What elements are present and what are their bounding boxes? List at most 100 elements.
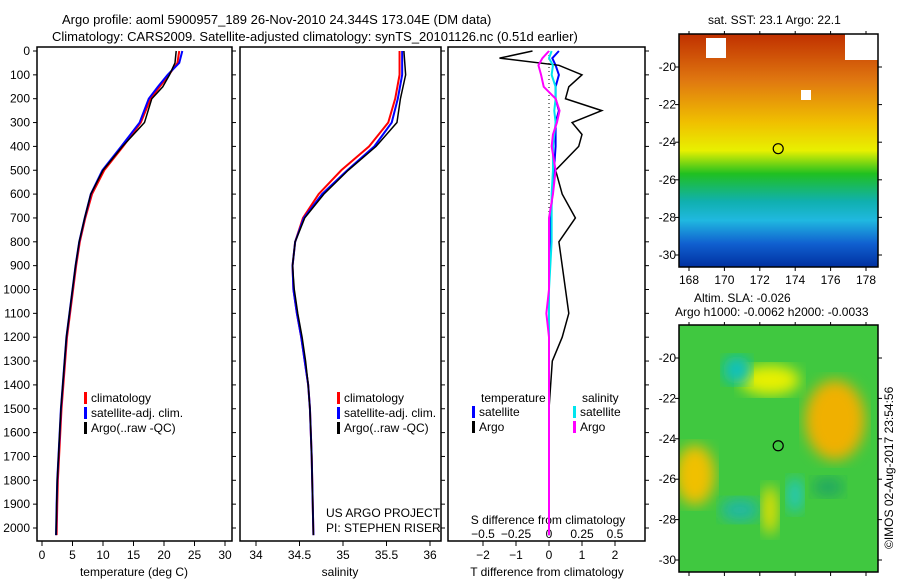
diff-legend-sal-label: Argo <box>580 420 606 434</box>
depth-tick-label: 1700 <box>3 449 30 463</box>
temp-x-label: temperature (deg C) <box>80 565 188 579</box>
profile-line-1-2 <box>291 50 407 536</box>
depth-tick-label: 500 <box>10 163 30 177</box>
lat-tick-label: -24 <box>659 432 677 446</box>
sal-x-tick-label: 34 <box>249 548 263 562</box>
sal-legend-swatch <box>337 392 340 404</box>
sal-legend-label: Argo(..raw -QC) <box>344 421 429 435</box>
sdiff-x-tick-label: −0.5 <box>471 527 495 541</box>
depth-tick-label: 2000 <box>3 521 30 535</box>
title-line-1: Argo profile: aoml 5900957_189 26-Nov-20… <box>62 12 492 27</box>
land-mask <box>801 90 811 100</box>
sla-anomaly <box>679 445 715 505</box>
diff-legend-temp-label: satellite <box>479 405 520 419</box>
sla-anomaly <box>805 380 865 460</box>
lat-tick-label: -20 <box>659 60 677 74</box>
panel-frame-2 <box>447 46 646 542</box>
temp-x-tick-label: 25 <box>188 548 202 562</box>
credit-pi: PI: STEPHEN RISER <box>326 521 441 535</box>
temp-x-tick-label: 0 <box>39 548 46 562</box>
sla-map-frame <box>678 324 879 573</box>
panel-frame-0 <box>36 46 233 542</box>
sdiff-x-tick-label: 0.25 <box>570 527 594 541</box>
lon-tick-label: 176 <box>821 273 841 287</box>
depth-tick-label: 400 <box>10 139 30 153</box>
sla-map-title-1: Altim. SLA: -0.026 <box>694 291 791 305</box>
diff-legend-temp-swatch <box>472 406 475 418</box>
temp-legend-label: satellite-adj. clim. <box>91 406 183 420</box>
sal-x-tick-label: 34.5 <box>288 548 312 562</box>
depth-tick-label: 800 <box>10 235 30 249</box>
lon-tick-label: 168 <box>679 578 699 580</box>
lon-tick-label: 178 <box>856 578 876 580</box>
temp-x-tick-label: 15 <box>127 548 141 562</box>
lon-tick-label: 174 <box>785 578 805 580</box>
diff-legend-temp-title: temperature <box>481 391 546 405</box>
sst-map-title: sat. SST: 23.1 Argo: 22.1 <box>708 13 841 27</box>
lat-tick-label: -30 <box>659 248 677 262</box>
depth-tick-label: 1400 <box>3 378 30 392</box>
depth-tick-label: 300 <box>10 116 30 130</box>
tdiff-x-tick-label: −2 <box>476 548 490 562</box>
sal-legend-swatch <box>337 422 340 434</box>
tdiff-x-label: T difference from climatology <box>470 565 624 579</box>
sst-field <box>679 34 878 267</box>
depth-tick-label: 900 <box>10 259 30 273</box>
depth-tick-label: 0 <box>23 44 30 58</box>
tdiff-x-tick-label: 2 <box>612 548 619 562</box>
land-mask <box>845 34 878 60</box>
depth-tick-label: 200 <box>10 92 30 106</box>
tdiff-x-tick-label: 1 <box>579 548 586 562</box>
sal-legend-label: climatology <box>344 391 404 405</box>
lon-tick-label: 176 <box>821 578 841 580</box>
sla-map-title-2: Argo h1000: -0.0062 h2000: -0.0033 <box>675 305 869 319</box>
imos-credit: ©IMOS 02-Aug-2017 23:54:56 <box>882 386 896 549</box>
depth-tick-label: 1800 <box>3 473 30 487</box>
land-mask <box>706 38 726 58</box>
sal-legend-swatch <box>337 407 340 419</box>
depth-tick-label: 1200 <box>3 330 30 344</box>
diff-legend-sal-title: salinity <box>582 391 619 405</box>
lon-tick-label: 174 <box>785 273 805 287</box>
lon-tick-label: 170 <box>714 578 734 580</box>
argo-position-marker <box>772 440 784 452</box>
sal-x-tick-label: 35.5 <box>375 548 399 562</box>
depth-tick-label: 1300 <box>3 354 30 368</box>
lon-tick-label: 170 <box>714 273 734 287</box>
lon-tick-label: 172 <box>750 273 770 287</box>
lat-tick-label: -22 <box>659 98 677 112</box>
profile-line-0-2 <box>55 50 177 536</box>
panel-frame-1 <box>239 46 442 542</box>
sal-x-label: salinity <box>322 565 359 579</box>
sla-anomaly <box>812 477 844 497</box>
title-line-2: Climatology: CARS2009. Satellite-adjuste… <box>52 29 578 44</box>
tdiff-x-tick-label: −1 <box>509 548 523 562</box>
sla-map: -20 -22 -24 -26 -28 -30 168 170 172 174 176 178 <box>659 322 882 580</box>
credit-project: US ARGO PROJECT <box>326 506 441 520</box>
argo-position-marker <box>772 143 784 155</box>
profile-line-0-1 <box>55 50 184 536</box>
lat-tick-label: -20 <box>659 351 677 365</box>
sal-legend-label: satellite-adj. clim. <box>344 406 436 420</box>
sal-x-tick-label: 36 <box>423 548 437 562</box>
temp-legend-swatch <box>84 407 87 419</box>
sal-x-tick-label: 35 <box>336 548 350 562</box>
sst-map-field <box>679 34 878 267</box>
lon-tick-label: 168 <box>679 273 699 287</box>
diff-legend-temp-swatch <box>472 421 475 433</box>
temp-legend-swatch <box>84 392 87 404</box>
lat-tick-label: -24 <box>659 135 677 149</box>
temp-legend-label: climatology <box>91 391 151 405</box>
diff-legend-sal-swatch <box>573 421 576 433</box>
lat-tick-label: -26 <box>659 173 677 187</box>
lat-tick-label: -26 <box>659 472 677 486</box>
lat-tick-label: -28 <box>659 210 677 224</box>
profile-line-1-0 <box>291 51 401 536</box>
lon-tick-label: 172 <box>750 578 770 580</box>
sdiff-x-tick-label: −0.25 <box>501 527 532 541</box>
sla-map-field <box>679 325 878 572</box>
sla-anomaly <box>762 485 778 535</box>
tdiff-x-tick-label: 0 <box>546 548 553 562</box>
